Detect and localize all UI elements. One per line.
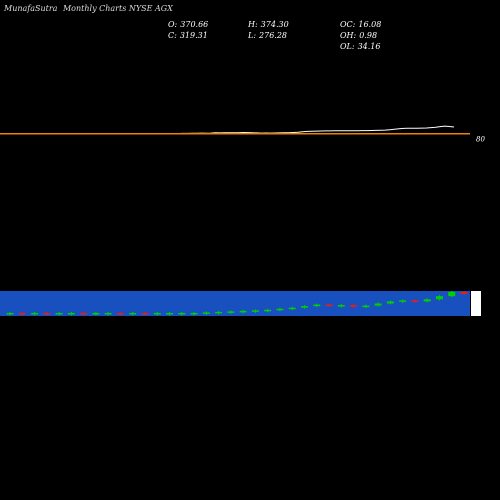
stat-low: L: 276.28 (248, 31, 287, 40)
candle-body (202, 312, 210, 314)
candle-body (92, 312, 100, 315)
stat-close: C: 319.31 (168, 31, 208, 40)
chart-title: Monthly Charts NYSE AGX (62, 4, 173, 13)
candle-body (18, 312, 26, 315)
stat-open-key: O: (168, 20, 178, 29)
volume-band (0, 291, 470, 316)
stat-low-key: L: (248, 31, 257, 40)
candle-body (166, 312, 174, 315)
stat-close-key: C: (168, 31, 177, 40)
stat-oc-value: 16.08 (358, 20, 382, 29)
candle-body (264, 309, 272, 312)
candle-body (362, 305, 370, 308)
candle-body (215, 311, 223, 314)
candle-body (141, 312, 149, 315)
candle-body (374, 303, 382, 306)
stat-ol: OL: 34.16 (340, 42, 380, 51)
stat-high-key: H: (248, 20, 258, 29)
stat-oh: OH: 0.98 (340, 31, 377, 40)
candle-body (67, 312, 75, 315)
price-line (0, 125, 455, 135)
chart-brand: MunafaSutra Monthly Charts NYSE AGX (4, 4, 173, 13)
band-scale (471, 291, 481, 316)
candle-body (227, 311, 235, 313)
brand-name: MunafaSutra (4, 4, 58, 13)
candle-body (448, 291, 456, 297)
candle-body (153, 312, 161, 315)
stat-oh-key: OH: (340, 31, 357, 40)
candle-body (104, 312, 112, 315)
candle-body (129, 312, 137, 315)
candle-body (350, 305, 358, 307)
candle-body (435, 296, 443, 300)
price-axis-label: 80 (476, 136, 485, 144)
candle-body (116, 312, 124, 315)
stat-ol-key: OL: (340, 42, 355, 51)
candle-body (239, 310, 247, 313)
candle-body (276, 308, 284, 311)
candle-body (337, 305, 345, 307)
candle-body (386, 301, 394, 304)
candle-body (43, 312, 51, 315)
stat-ol-value: 34.16 (357, 42, 381, 51)
candle-body (178, 312, 186, 315)
candle-body (80, 312, 88, 315)
candle-body (251, 310, 259, 312)
stat-close-value: 319.31 (179, 31, 208, 40)
stat-oc-key: OC: (340, 20, 356, 29)
candle-body (190, 312, 198, 315)
stat-high-value: 374.30 (260, 20, 289, 29)
candle-body (31, 312, 39, 315)
candle-body (423, 299, 431, 302)
stat-low-value: 276.28 (259, 31, 288, 40)
candle-body (411, 300, 419, 302)
stat-oc: OC: 16.08 (340, 20, 381, 29)
stat-open-value: 370.66 (180, 20, 209, 29)
candle-body (55, 312, 63, 315)
candle-strip-layer (0, 290, 481, 316)
candle-body (325, 304, 333, 307)
candle-body (288, 307, 296, 310)
candle-body (6, 312, 14, 315)
candle-body (460, 291, 468, 295)
candle-body (399, 300, 407, 302)
candle-body (313, 304, 321, 307)
stat-open: O: 370.66 (168, 20, 208, 29)
stat-oh-value: 0.98 (359, 31, 378, 40)
candle-body (300, 306, 308, 308)
line-chart-layer: 80 (0, 125, 485, 144)
stat-high: H: 374.30 (248, 20, 289, 29)
